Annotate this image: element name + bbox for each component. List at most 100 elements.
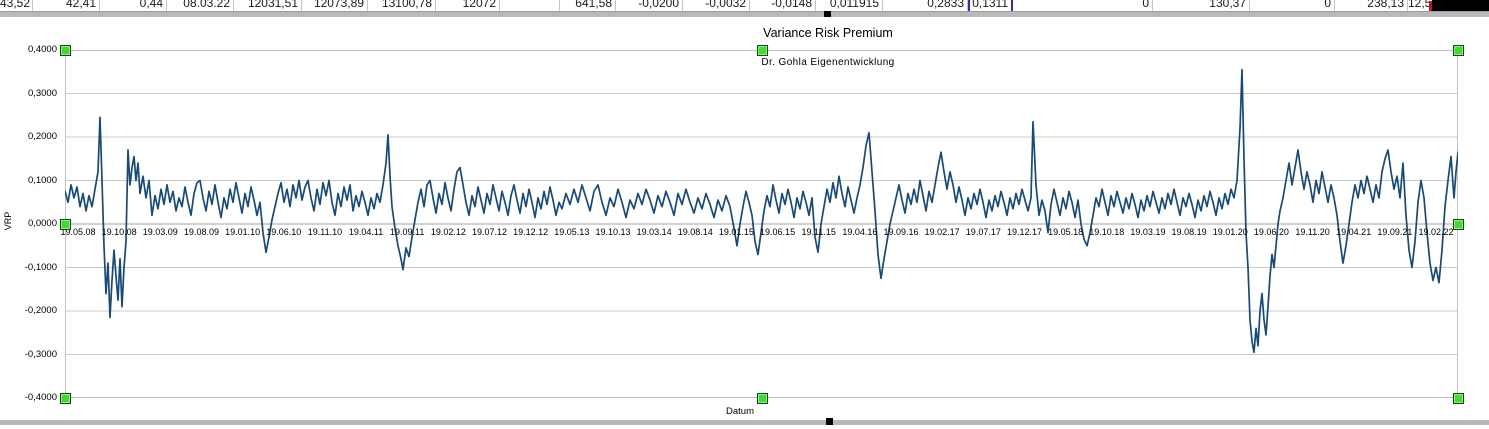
spreadsheet-cell[interactable]: -0,0032 xyxy=(683,0,750,11)
cell-value: 0 xyxy=(1324,0,1331,10)
redacted-region xyxy=(1432,0,1489,11)
x-tick-label: 19.07.17 xyxy=(965,227,1001,237)
cell-value: 641,58 xyxy=(575,0,612,10)
x-tick-label: 19.10.13 xyxy=(595,227,631,237)
x-tick-label: 19.04.16 xyxy=(842,227,878,237)
selection-handle[interactable] xyxy=(1453,219,1464,230)
x-tick-label: 19.02.22 xyxy=(1418,227,1454,237)
spreadsheet-cell[interactable]: 0 xyxy=(1013,0,1153,11)
x-tick-label: 19.12.12 xyxy=(513,227,549,237)
cell-value: 12073,89 xyxy=(313,0,364,10)
spreadsheet-cell[interactable]: 42,41 xyxy=(33,0,100,11)
cell-value: 08.03.22 xyxy=(183,0,230,10)
spreadsheet-cell[interactable]: 12073,89 xyxy=(302,0,368,11)
ole-frame-handle-bottom[interactable] xyxy=(826,418,833,425)
cell-value: 0,011915 xyxy=(829,0,879,10)
selection-handle[interactable] xyxy=(60,393,71,404)
x-tick-label: 19.05.18 xyxy=(1048,227,1084,237)
spreadsheet-cell[interactable]: 43,52 xyxy=(0,0,33,11)
y-tick-label: 0,2000 xyxy=(27,131,57,142)
x-tick-label: 19.08.14 xyxy=(677,227,713,237)
ole-frame-edge-bottom xyxy=(0,420,1489,425)
x-axis-title[interactable]: Datum xyxy=(726,406,754,417)
cell-value: -0,0200 xyxy=(638,0,679,10)
selection-handle[interactable] xyxy=(60,45,71,56)
spreadsheet-cell[interactable]: 13100,78 xyxy=(368,0,436,11)
x-tick-label: 19.11.20 xyxy=(1295,227,1330,237)
x-tick-label: 19.02.17 xyxy=(924,227,960,237)
spreadsheet-cell[interactable]: -0,0200 xyxy=(616,0,683,11)
x-tick-label: 19.09.11 xyxy=(390,227,425,237)
cell-value: 0,44 xyxy=(139,0,163,10)
cell-value: 0,1311 xyxy=(972,0,1008,10)
spreadsheet-cell[interactable]: -0,0148 xyxy=(750,0,816,11)
x-tick-label: 19.08.09 xyxy=(183,227,219,237)
spreadsheet-cell[interactable]: 0,011915 xyxy=(816,0,883,11)
y-tick-label: 0,0000 xyxy=(27,218,57,229)
selection-handle[interactable] xyxy=(1453,45,1464,56)
x-tick-label: 19.12.17 xyxy=(1006,227,1043,237)
selected-cell[interactable]: 0,1311 xyxy=(968,0,1013,11)
x-tick-label: 19.04.21 xyxy=(1336,227,1372,237)
cell-value: 13100,78 xyxy=(381,0,432,10)
x-tick-label: 19.06.10 xyxy=(266,227,302,237)
series-line[interactable] xyxy=(65,68,1458,354)
ole-frame-edge-top xyxy=(0,11,1489,18)
x-tick-label: 19.09.16 xyxy=(883,227,919,237)
cell-value: 43,52 xyxy=(0,0,31,10)
x-tick-label: 19.03.14 xyxy=(636,227,672,237)
spreadsheet-cell[interactable]: 238,13 xyxy=(1335,0,1408,11)
spreadsheet-cell[interactable]: 08.03.22 xyxy=(167,0,234,11)
cell-value: -0,0148 xyxy=(771,0,812,10)
x-tick-label: 19.08.19 xyxy=(1171,227,1207,237)
red-sliver xyxy=(1429,1,1432,11)
spreadsheet-cell[interactable] xyxy=(500,0,560,11)
cell-value: 0,2833 xyxy=(927,0,964,10)
x-tick-label: 19.02.12 xyxy=(430,227,466,237)
y-tick-label: 0,4000 xyxy=(27,44,57,55)
x-tick-label: 19.04.11 xyxy=(348,227,384,237)
selection-handle[interactable] xyxy=(1453,393,1464,404)
x-tick-label: 19.06.20 xyxy=(1253,227,1289,237)
selection-handle[interactable] xyxy=(60,219,71,230)
x-tick-label: 19.05.13 xyxy=(554,227,590,237)
cell-value: 12031,51 xyxy=(247,0,298,10)
cell-value: 0 xyxy=(1142,0,1149,10)
chart-subtitle[interactable]: Dr. Gohla Eigenentwicklung xyxy=(761,57,895,68)
spreadsheet-cell[interactable]: 0,2833 xyxy=(883,0,968,11)
y-tick-label: -0,4000 xyxy=(24,392,57,403)
spreadsheet-cell[interactable]: 0,44 xyxy=(100,0,167,11)
x-tick-label: 19.03.19 xyxy=(1130,227,1166,237)
selection-handle[interactable] xyxy=(756,393,768,404)
spreadsheet-cell[interactable]: 130,37 xyxy=(1153,0,1250,11)
y-tick-label: -0,3000 xyxy=(24,348,57,360)
selection-handle[interactable] xyxy=(756,45,768,56)
spreadsheet-cell[interactable]: 641,58 xyxy=(560,0,616,11)
chart-title[interactable]: Variance Risk Premium xyxy=(763,26,893,40)
cell-value: 12,5 xyxy=(1408,0,1432,10)
chart-canvas[interactable]: Variance Risk Premium Dr. Gohla Eigenent… xyxy=(0,17,1489,420)
x-tick-label: 19.11.10 xyxy=(307,227,343,237)
spreadsheet-row[interactable]: 43,52 42,41 0,44 08.03.22 12031,51 12073,89 13… xyxy=(0,0,1489,11)
x-tick-label: 19.01.20 xyxy=(1212,227,1248,237)
spreadsheet-cell[interactable]: 12072 xyxy=(436,0,500,11)
y-tick-label: 0,1000 xyxy=(27,174,57,186)
x-tick-label: 19.11.15 xyxy=(801,227,836,237)
ole-frame-handle-top[interactable] xyxy=(824,11,831,18)
x-tick-label: 19.10.18 xyxy=(1089,227,1125,237)
plot-area[interactable] xyxy=(65,50,1458,398)
cell-value: 238,13 xyxy=(1367,0,1404,10)
plot-svg xyxy=(65,50,1458,398)
y-tick-label: -0,1000 xyxy=(24,261,57,273)
x-tick-label: 19.07.12 xyxy=(471,227,508,237)
cell-value: 12072 xyxy=(462,0,496,10)
cell-value: 130,37 xyxy=(1209,0,1246,10)
x-tick-label: 19.01.15 xyxy=(718,227,754,237)
y-tick-label: 0,3000 xyxy=(27,87,57,99)
y-tick-label: -0,2000 xyxy=(24,305,57,316)
spreadsheet-cell[interactable]: 12031,51 xyxy=(234,0,302,11)
spreadsheet-cell[interactable]: 0 xyxy=(1250,0,1335,11)
x-tick-label: 19.06.15 xyxy=(760,227,796,237)
cell-value: 42,41 xyxy=(65,0,96,10)
